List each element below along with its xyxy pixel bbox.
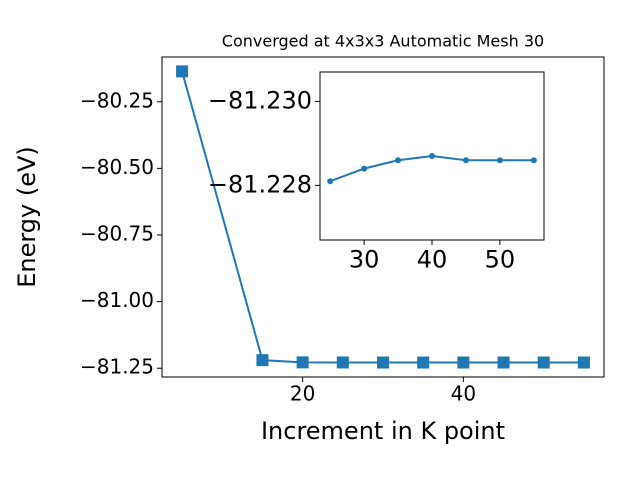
y-tick-label: −81.230 bbox=[208, 86, 312, 114]
y-tick-label: −81.25 bbox=[80, 355, 154, 379]
x-tick-label: 50 bbox=[485, 246, 516, 274]
marker bbox=[296, 356, 309, 369]
x-tick-label: 30 bbox=[349, 246, 380, 274]
line bbox=[181, 71, 584, 364]
marker bbox=[497, 356, 510, 369]
marker bbox=[256, 354, 269, 367]
marker bbox=[176, 65, 189, 78]
marker bbox=[361, 165, 368, 172]
x-tick-label: 40 bbox=[451, 382, 476, 406]
y-tick-label: −80.75 bbox=[80, 221, 154, 245]
marker bbox=[417, 356, 430, 369]
x-tick-label: 40 bbox=[417, 246, 448, 274]
marker bbox=[496, 157, 503, 164]
marker bbox=[457, 356, 470, 369]
y-tick-label: −80.50 bbox=[80, 155, 154, 179]
marker bbox=[327, 178, 334, 185]
marker bbox=[336, 356, 349, 369]
marker bbox=[395, 157, 402, 164]
y-axis-label: Energy (eV) bbox=[13, 146, 41, 288]
marker bbox=[537, 356, 550, 369]
chart-title: Converged at 4x3x3 Automatic Mesh 30 bbox=[222, 32, 544, 51]
marker bbox=[577, 356, 590, 369]
marker bbox=[530, 157, 537, 164]
marker bbox=[377, 356, 389, 369]
x-tick-label: 20 bbox=[290, 382, 315, 406]
y-tick-label: −81.00 bbox=[80, 288, 154, 312]
y-tick-label: −80.25 bbox=[80, 88, 154, 112]
marker bbox=[462, 157, 469, 164]
y-tick-label: −81.228 bbox=[208, 170, 312, 198]
marker bbox=[429, 153, 435, 159]
x-axis-label: Increment in K point bbox=[261, 417, 505, 445]
